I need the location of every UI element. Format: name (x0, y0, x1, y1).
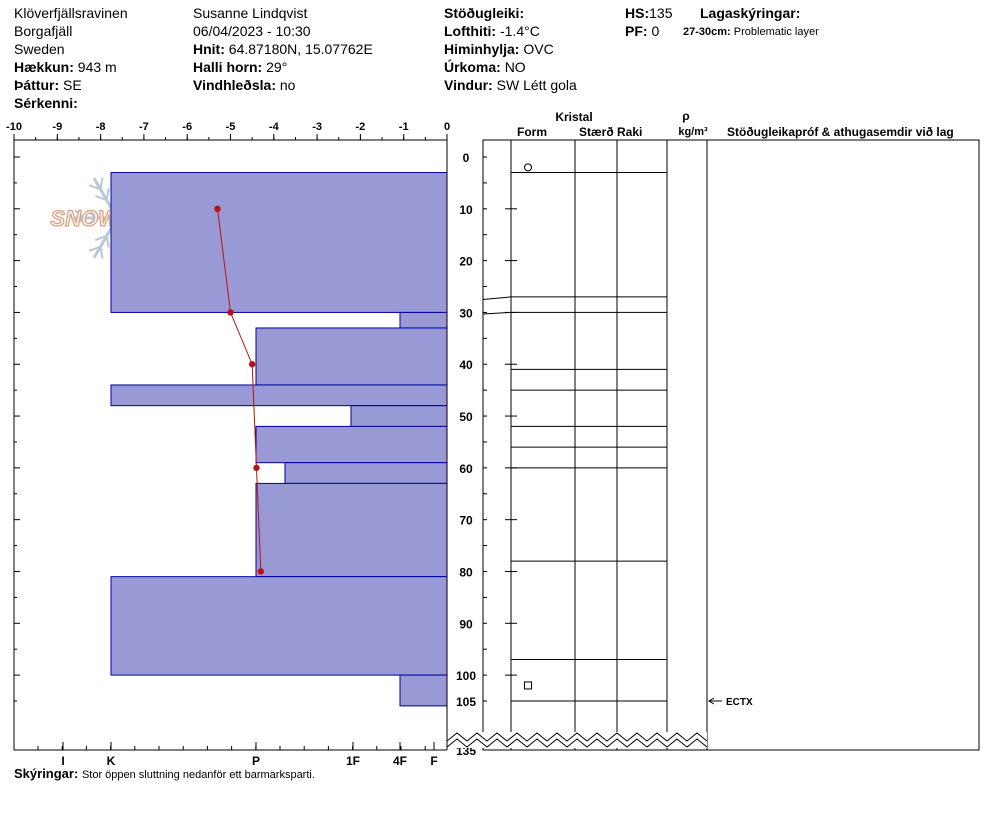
location: Klöverfjällsravinen (14, 5, 128, 21)
depth-tick-label: 40 (459, 358, 473, 372)
hardness-layer (399, 311, 448, 329)
temperature-point (257, 568, 265, 575)
stability: Stöðugleiki: (444, 5, 525, 21)
depth-tick-label: 10 (459, 203, 473, 217)
aspect: Þáttur: SE (14, 77, 82, 93)
features: Sérkenni: (14, 95, 78, 111)
hardness-layer (255, 327, 448, 386)
temp-tick-label: -7 (139, 121, 149, 133)
stability-test-arrowhead (708, 697, 715, 705)
elevation: Hækkun: 943 m (14, 59, 117, 75)
hardness-tick-label: 4F (393, 754, 407, 768)
temp-tick-label: -1 (399, 121, 409, 133)
depth-tick-label: 70 (459, 514, 473, 528)
scale-break (446, 738, 708, 748)
sky-cover: Himinhylja: OVC (444, 41, 554, 57)
depth-tick-label: 100 (456, 669, 476, 683)
hardness-tick-label: F (430, 754, 437, 768)
temp-tick-label: 0 (444, 121, 450, 133)
temp-tick-label: -8 (96, 121, 106, 133)
temperature-point (253, 464, 260, 472)
snowflake-branch (86, 209, 97, 219)
temperature-point (227, 309, 234, 316)
depth-tick-label: 105 (456, 695, 476, 709)
precipitation: Úrkoma: NO (444, 59, 526, 75)
scale-break (446, 732, 708, 742)
temp-tick-label: -9 (52, 121, 62, 133)
header-remarks: Stöðugleikapróf & athugasemdir við lag (727, 125, 954, 139)
snowflake-branch (99, 246, 104, 259)
coordinates: Hnit: 64.87180N, 15.07762E (193, 41, 373, 57)
hardness-layer (110, 172, 448, 313)
hardness-layer (110, 576, 448, 676)
depth-tick-label: 20 (459, 255, 473, 269)
wind-loading: Vindhleðsla: no (193, 77, 296, 93)
grain-form-circle (524, 163, 532, 172)
temp-tick-label: -2 (356, 121, 366, 133)
depth-tick-label: 60 (459, 462, 473, 476)
temp-tick-label: -3 (312, 121, 322, 133)
layer-grid-frame (482, 139, 980, 751)
air-temperature: Lofthiti: -1.4°C (444, 23, 540, 39)
header-moisture: Raki (617, 125, 642, 139)
depth-tick-label: 0 (463, 151, 470, 165)
temperature-point (214, 205, 221, 213)
hardness-layer (399, 674, 448, 707)
depth-tick-label: 90 (459, 617, 473, 631)
snowflake-branch (105, 235, 110, 248)
grain-form-square (524, 681, 532, 690)
slope-angle: Halli horn: 29° (193, 59, 288, 75)
country: Sweden (14, 41, 65, 57)
snowflake-branch (88, 184, 101, 191)
temp-tick-label: -5 (226, 121, 236, 133)
depth-tick-label: 50 (459, 410, 473, 424)
temp-tick-label: -6 (182, 121, 192, 133)
depth-tick-label: 30 (459, 306, 473, 320)
snowflake-branch (95, 195, 107, 202)
header-density: ρ (682, 109, 689, 123)
snowflake-branch (105, 188, 110, 201)
snowflake-branch (99, 177, 104, 190)
hardness-tick-label: 1F (346, 754, 360, 768)
layer-note: 27-30cm: Problematic layer (683, 26, 819, 38)
header-form: Form (517, 125, 547, 139)
datetime: 06/04/2023 - 10:30 (193, 23, 311, 39)
header-size: Stærð (579, 125, 614, 139)
stability-test-label: ECTX (726, 697, 753, 708)
hardness-tick-label: I (61, 754, 64, 768)
hardness-tick-label: P (252, 754, 260, 768)
snowflake-branch (88, 245, 101, 252)
hardness-layer (255, 425, 448, 464)
region: Borgafjäll (14, 23, 73, 39)
snowflake-branch (74, 209, 85, 219)
footer-notes: Skýringar: Stor öppen sluttning nedanför… (14, 766, 315, 781)
hardness-layer (350, 405, 448, 427)
snow-height: HS:135 (625, 5, 673, 21)
temp-tick-label: -10 (6, 121, 22, 133)
snowflake-branch (95, 234, 107, 241)
wind: Vindur: SW Létt gola (444, 77, 577, 93)
temperature-point (248, 361, 256, 368)
hardness-tick-label: K (107, 754, 116, 768)
snowflake-branch (86, 217, 97, 227)
hardness-layer (110, 384, 448, 407)
foot-penetration: PF: 0 (625, 23, 660, 39)
snowflake-branch (74, 217, 85, 227)
hardness-layer (284, 462, 448, 484)
hardness-layer (255, 482, 448, 578)
profile-header: Klöverfjällsravinen Borgafjäll Sweden Hæ… (0, 0, 994, 111)
layer-notes-label: Lagaskýringar: (700, 5, 801, 21)
layer-connector (482, 296, 512, 300)
temp-tick-label: -4 (269, 121, 280, 133)
depth-tick-label: 80 (459, 565, 473, 579)
observer: Susanne Lindqvist (193, 5, 308, 21)
header-density-units: kg/m³ (678, 126, 708, 138)
layer-connector (482, 311, 512, 315)
header-crystal: Kristal (555, 110, 592, 124)
